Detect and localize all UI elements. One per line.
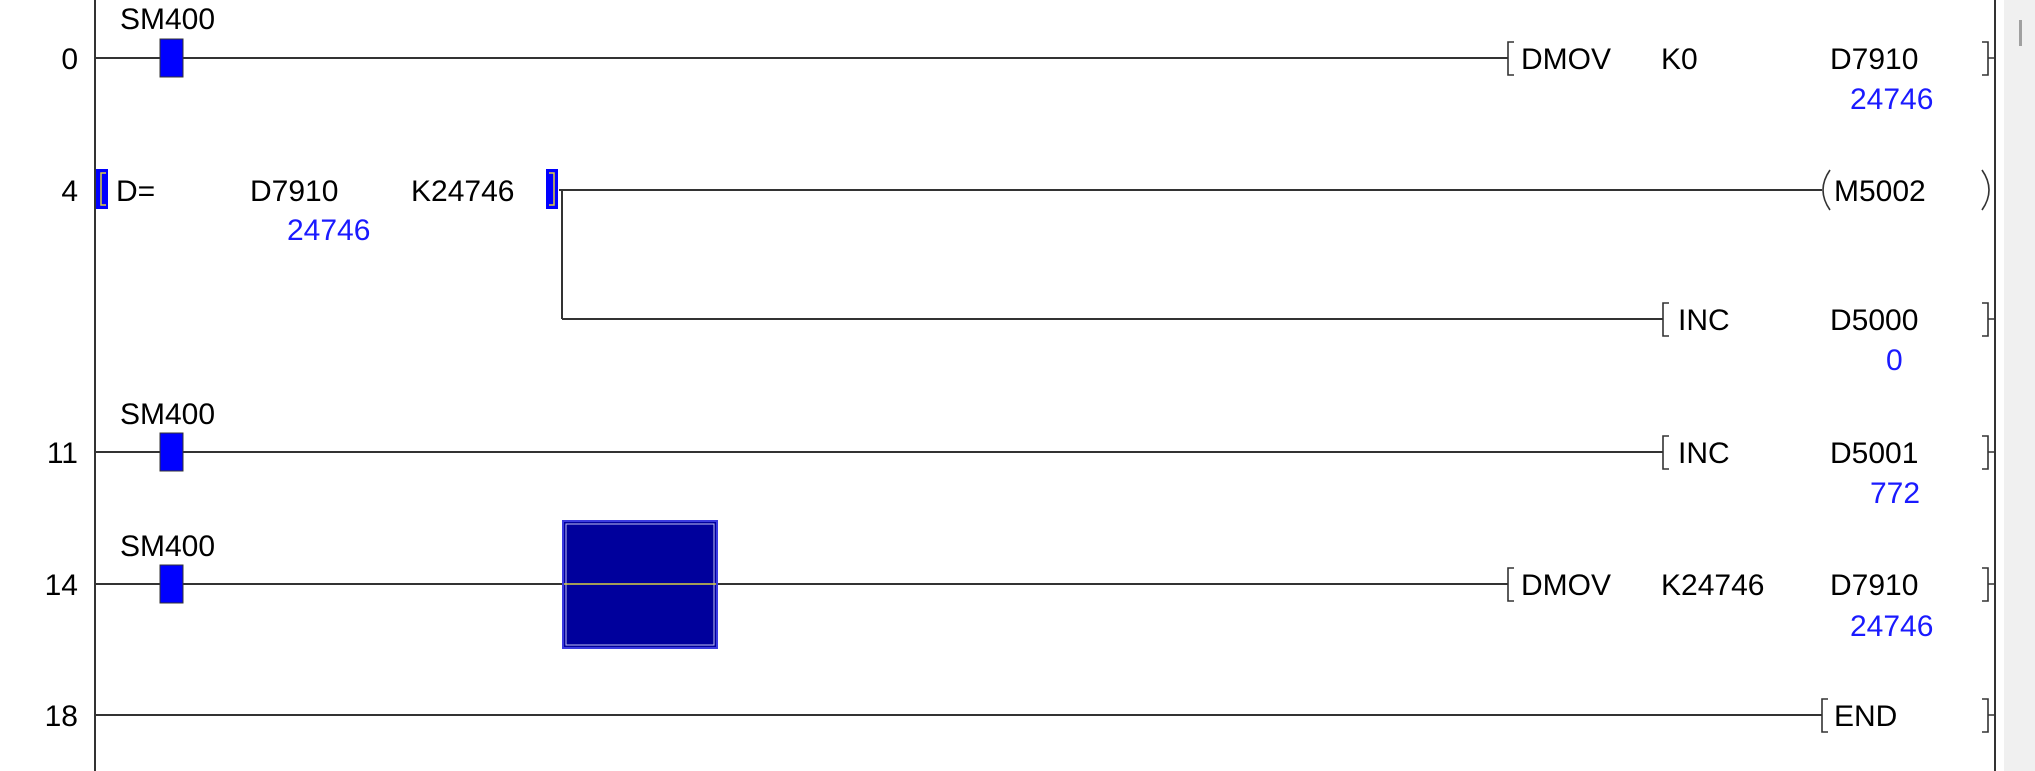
compare-operand-1: D7910	[250, 175, 338, 208]
compare-bracket-right	[549, 172, 555, 206]
instruction-destination: D7910	[1830, 43, 1918, 76]
step-number: 4	[61, 175, 78, 208]
instruction-name: INC	[1678, 437, 1730, 470]
instruction-source: K24746	[1661, 569, 1764, 602]
instruction-right-bracket	[1982, 302, 1995, 337]
rung-18[interactable]: 18 END	[45, 698, 1995, 733]
instruction-left-bracket	[1662, 302, 1669, 337]
instruction-left-bracket	[1507, 567, 1514, 602]
compare-contact-right-on[interactable]	[546, 169, 558, 209]
contact-label: SM400	[120, 530, 215, 563]
instruction-destination: D7910	[1830, 569, 1918, 602]
rung-4[interactable]: 4 D= D7910 24746 K24746 M5002 INC D5000 …	[61, 169, 1995, 377]
instruction-destination: D5000	[1830, 304, 1918, 337]
step-number: 14	[45, 569, 78, 602]
instruction-right-bracket	[1982, 435, 1995, 470]
compare-bracket-left	[100, 172, 106, 206]
contact-on[interactable]	[159, 432, 184, 472]
compare-operator: D=	[116, 175, 155, 208]
scrollbar-thumb[interactable]	[2019, 20, 2022, 46]
rung-0[interactable]: 0 SM400 DMOV K0 D7910 24746	[61, 3, 1995, 116]
instruction-left-bracket	[1507, 41, 1514, 76]
instruction-left-bracket	[1662, 435, 1669, 470]
instruction-right-bracket	[1982, 698, 1995, 733]
coil-right-paren	[1981, 169, 1990, 211]
compare-operand-2: K24746	[411, 175, 514, 208]
step-number: 0	[61, 43, 78, 76]
contact-label: SM400	[120, 3, 215, 36]
instruction-name: END	[1834, 700, 1897, 733]
monitor-value: 772	[1870, 477, 1920, 510]
monitor-value: 24746	[287, 214, 370, 247]
coil-label: M5002	[1834, 175, 1926, 208]
contact-on[interactable]	[159, 38, 184, 78]
instruction-name: INC	[1678, 304, 1730, 337]
monitor-value: 24746	[1850, 610, 1933, 643]
instruction-left-bracket	[1821, 698, 1828, 733]
coil-left-paren	[1822, 169, 1831, 211]
step-number: 18	[45, 700, 78, 733]
contact-on[interactable]	[159, 564, 184, 604]
instruction-right-bracket	[1982, 567, 1995, 602]
monitor-value: 0	[1886, 344, 1903, 377]
step-number: 11	[47, 437, 78, 470]
rung-11[interactable]: 11 SM400 INC D5001 772	[47, 398, 1995, 510]
contact-label: SM400	[120, 398, 215, 431]
compare-contact-left-on[interactable]	[96, 169, 108, 209]
instruction-right-bracket	[1982, 41, 1995, 76]
instruction-name: DMOV	[1521, 43, 1611, 76]
rung-14[interactable]: 14 SM400 DMOV K24746 D7910 24746	[45, 520, 1995, 649]
monitor-value: 24746	[1850, 83, 1933, 116]
instruction-destination: D5001	[1830, 437, 1918, 470]
instruction-name: DMOV	[1521, 569, 1611, 602]
vertical-scrollbar[interactable]	[2004, 0, 2035, 771]
instruction-source: K0	[1661, 43, 1698, 76]
